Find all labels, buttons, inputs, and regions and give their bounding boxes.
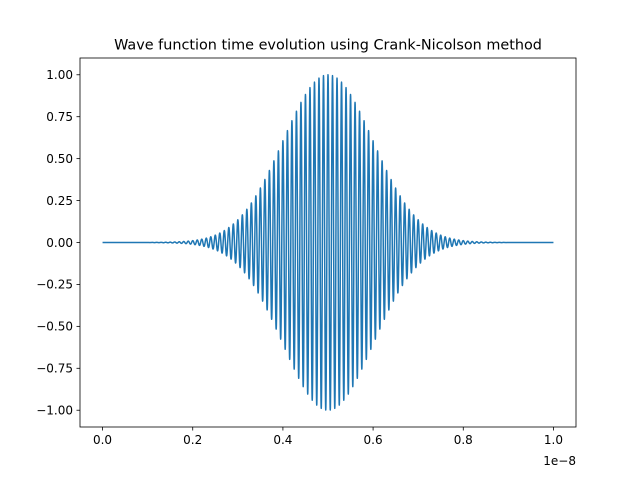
y-tick-label: 0.25 [46, 194, 73, 208]
x-axis: 0.0 0.2 0.4 0.6 0.8 1.0 [93, 427, 563, 447]
y-tick-label: −0.25 [36, 278, 73, 292]
y-tick-label: −1.00 [36, 404, 73, 418]
x-tick-label: 0.0 [93, 433, 112, 447]
plot-area [101, 74, 555, 411]
x-tick-label: 0.6 [364, 433, 383, 447]
chart-title: Wave function time evolution using Crank… [114, 38, 542, 54]
series-line [101, 74, 555, 411]
y-tick-label: −0.75 [36, 362, 73, 376]
y-tick-label: 0.50 [46, 152, 73, 166]
y-axis: −1.00 −0.75 −0.50 −0.25 0.00 0.25 0.50 0.75 1.00 [36, 68, 80, 418]
x-offset-label: 1e−8 [543, 454, 576, 468]
y-tick-label: 1.00 [46, 68, 73, 82]
x-tick-label: 0.2 [183, 433, 202, 447]
y-tick-label: 0.75 [46, 110, 73, 124]
y-tick-label: −0.50 [36, 320, 73, 334]
x-tick-label: 0.8 [454, 433, 473, 447]
x-tick-label: 0.4 [273, 433, 292, 447]
x-tick-label: 1.0 [544, 433, 563, 447]
y-tick-label: 0.00 [46, 236, 73, 250]
